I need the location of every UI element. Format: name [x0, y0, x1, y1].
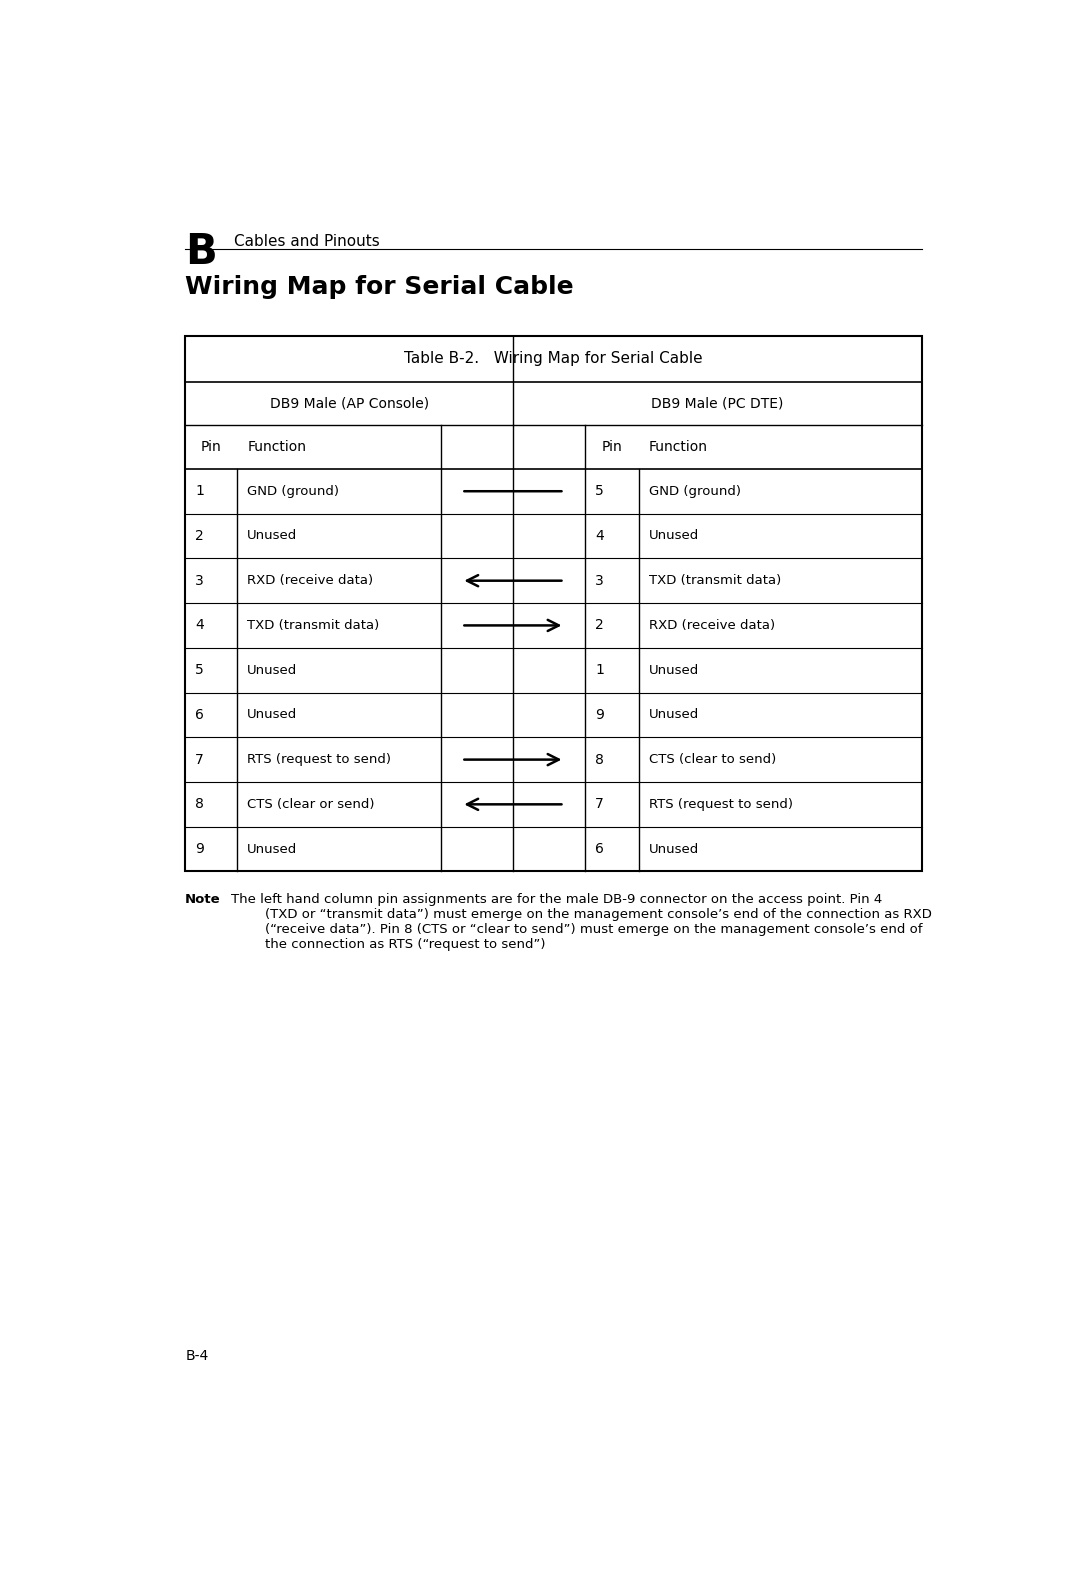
Text: 8: 8 — [195, 798, 204, 812]
Bar — [186, 336, 922, 871]
Text: GND (ground): GND (ground) — [649, 485, 741, 498]
Text: TXD (transmit data): TXD (transmit data) — [649, 575, 781, 587]
Text: Unused: Unused — [649, 664, 699, 677]
Text: 4: 4 — [595, 529, 604, 543]
Text: CTS (clear to send): CTS (clear to send) — [649, 754, 777, 766]
Text: Cables and Pinouts: Cables and Pinouts — [233, 234, 379, 250]
Text: Table B-2.   Wiring Map for Serial Cable: Table B-2. Wiring Map for Serial Cable — [404, 352, 703, 366]
Text: 8: 8 — [595, 752, 604, 766]
Text: Unused: Unused — [247, 843, 297, 856]
Text: Pin: Pin — [602, 440, 622, 454]
Text: Function: Function — [247, 440, 306, 454]
Text: Pin: Pin — [201, 440, 221, 454]
Text: RXD (receive data): RXD (receive data) — [247, 575, 374, 587]
Text: Note: Note — [186, 893, 220, 906]
Text: 1: 1 — [195, 484, 204, 498]
Text: 9: 9 — [195, 842, 204, 856]
Text: 6: 6 — [595, 842, 604, 856]
Text: RXD (receive data): RXD (receive data) — [649, 619, 775, 631]
Text: RTS (request to send): RTS (request to send) — [649, 798, 793, 810]
Text: The left hand column pin assignments are for the male DB-9 connector on the acce: The left hand column pin assignments are… — [231, 893, 932, 951]
Text: 7: 7 — [195, 752, 204, 766]
Text: Unused: Unused — [247, 529, 297, 543]
Text: DB9 Male (PC DTE): DB9 Male (PC DTE) — [651, 397, 783, 411]
Text: DB9 Male (AP Console): DB9 Male (AP Console) — [270, 397, 429, 411]
Text: Unused: Unused — [649, 843, 699, 856]
Text: Unused: Unused — [649, 708, 699, 721]
Text: CTS (clear or send): CTS (clear or send) — [247, 798, 375, 810]
Text: 5: 5 — [595, 484, 604, 498]
Text: 5: 5 — [195, 663, 204, 677]
Text: RTS (request to send): RTS (request to send) — [247, 754, 391, 766]
Text: 2: 2 — [195, 529, 204, 543]
Text: 6: 6 — [195, 708, 204, 722]
Text: Wiring Map for Serial Cable: Wiring Map for Serial Cable — [186, 275, 573, 300]
Text: B-4: B-4 — [186, 1350, 208, 1363]
Text: Unused: Unused — [649, 529, 699, 543]
Text: 3: 3 — [195, 573, 204, 587]
Text: 9: 9 — [595, 708, 604, 722]
Text: 2: 2 — [595, 619, 604, 633]
Text: Function: Function — [649, 440, 707, 454]
Text: 3: 3 — [595, 573, 604, 587]
Text: Unused: Unused — [247, 664, 297, 677]
Text: 1: 1 — [595, 663, 604, 677]
Text: 4: 4 — [195, 619, 204, 633]
Text: GND (ground): GND (ground) — [247, 485, 339, 498]
Text: Unused: Unused — [247, 708, 297, 721]
Text: TXD (transmit data): TXD (transmit data) — [247, 619, 379, 631]
Text: B: B — [186, 231, 217, 273]
Text: 7: 7 — [595, 798, 604, 812]
